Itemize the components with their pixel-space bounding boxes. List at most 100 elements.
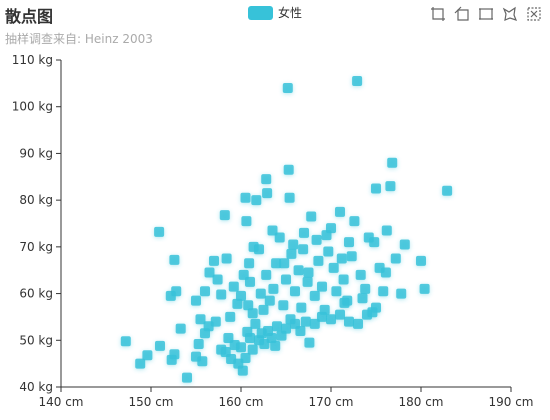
data-point[interactable] bbox=[261, 174, 272, 185]
data-point[interactable] bbox=[344, 237, 354, 248]
data-point[interactable] bbox=[250, 318, 261, 329]
data-point[interactable] bbox=[355, 269, 366, 280]
zoom-in-icon[interactable] bbox=[430, 6, 446, 22]
data-point[interactable] bbox=[323, 246, 334, 257]
data-point[interactable] bbox=[346, 251, 357, 262]
data-point[interactable] bbox=[171, 286, 182, 297]
data-point[interactable] bbox=[255, 288, 266, 299]
data-point[interactable] bbox=[169, 349, 180, 360]
data-point[interactable] bbox=[169, 254, 180, 265]
data-point[interactable] bbox=[419, 283, 430, 294]
data-point[interactable] bbox=[240, 353, 251, 364]
data-point[interactable] bbox=[237, 365, 248, 376]
data-point[interactable] bbox=[274, 232, 285, 243]
data-point[interactable] bbox=[353, 318, 363, 329]
data-point[interactable] bbox=[232, 298, 243, 309]
data-point[interactable] bbox=[416, 255, 426, 266]
data-point[interactable] bbox=[286, 248, 297, 259]
data-point[interactable] bbox=[380, 267, 391, 278]
data-point[interactable] bbox=[204, 267, 215, 278]
data-point[interactable] bbox=[267, 225, 278, 236]
data-point[interactable] bbox=[328, 262, 339, 273]
data-point[interactable] bbox=[245, 276, 255, 287]
data-point[interactable] bbox=[268, 283, 279, 294]
data-point[interactable] bbox=[399, 239, 410, 250]
data-point[interactable] bbox=[360, 283, 371, 294]
data-point[interactable] bbox=[182, 372, 192, 383]
data-point[interactable] bbox=[304, 337, 315, 348]
zoom-reset-icon[interactable] bbox=[454, 6, 470, 22]
data-point[interactable] bbox=[193, 339, 204, 350]
data-point[interactable] bbox=[371, 183, 381, 194]
data-point[interactable] bbox=[270, 340, 281, 351]
data-point[interactable] bbox=[243, 300, 254, 311]
data-point[interactable] bbox=[381, 225, 392, 236]
data-point[interactable] bbox=[321, 230, 332, 241]
data-point[interactable] bbox=[200, 286, 210, 297]
data-point[interactable] bbox=[248, 241, 259, 252]
data-point[interactable] bbox=[271, 258, 282, 269]
data-point[interactable] bbox=[281, 323, 291, 334]
data-point[interactable] bbox=[228, 281, 239, 292]
data-point[interactable] bbox=[244, 258, 255, 269]
data-point[interactable] bbox=[142, 350, 153, 361]
data-point[interactable] bbox=[396, 288, 407, 299]
data-point[interactable] bbox=[306, 211, 317, 222]
data-point[interactable] bbox=[155, 340, 165, 351]
data-point[interactable] bbox=[369, 237, 380, 248]
data-point[interactable] bbox=[288, 239, 299, 250]
data-point[interactable] bbox=[284, 192, 295, 203]
data-point[interactable] bbox=[295, 325, 306, 336]
data-point[interactable] bbox=[349, 216, 360, 227]
data-point[interactable] bbox=[262, 188, 273, 199]
data-point[interactable] bbox=[197, 356, 208, 367]
data-point[interactable] bbox=[302, 276, 313, 287]
data-point[interactable] bbox=[247, 308, 258, 319]
data-point[interactable] bbox=[293, 265, 304, 276]
data-point[interactable] bbox=[261, 269, 272, 280]
data-point[interactable] bbox=[338, 274, 349, 285]
data-point[interactable] bbox=[225, 311, 236, 322]
data-point[interactable] bbox=[342, 295, 353, 306]
data-point[interactable] bbox=[221, 253, 232, 264]
clear-select-icon[interactable] bbox=[526, 6, 542, 22]
data-point[interactable] bbox=[298, 244, 309, 255]
data-point[interactable] bbox=[290, 286, 300, 297]
data-point[interactable] bbox=[352, 76, 363, 87]
data-point[interactable] bbox=[317, 281, 327, 292]
data-point[interactable] bbox=[319, 304, 330, 315]
data-point[interactable] bbox=[209, 255, 219, 266]
data-point[interactable] bbox=[387, 157, 398, 168]
data-point[interactable] bbox=[299, 227, 309, 238]
data-point[interactable] bbox=[195, 314, 206, 325]
data-point[interactable] bbox=[279, 258, 290, 269]
data-point[interactable] bbox=[247, 344, 258, 355]
data-point[interactable] bbox=[212, 274, 223, 285]
data-point[interactable] bbox=[335, 206, 345, 217]
data-point[interactable] bbox=[135, 358, 146, 369]
data-point[interactable] bbox=[241, 216, 252, 227]
data-point[interactable] bbox=[326, 314, 336, 325]
data-point[interactable] bbox=[303, 267, 314, 278]
data-point[interactable] bbox=[266, 332, 277, 343]
data-point[interactable] bbox=[300, 316, 311, 327]
data-point[interactable] bbox=[281, 274, 291, 285]
data-point[interactable] bbox=[216, 289, 227, 300]
data-point[interactable] bbox=[335, 309, 345, 320]
data-point[interactable] bbox=[390, 253, 401, 264]
data-point[interactable] bbox=[309, 290, 320, 301]
data-point[interactable] bbox=[219, 210, 230, 221]
data-point[interactable] bbox=[378, 286, 389, 297]
data-point[interactable] bbox=[258, 304, 269, 315]
data-point[interactable] bbox=[154, 226, 165, 237]
data-point[interactable] bbox=[282, 83, 293, 94]
data-point[interactable] bbox=[442, 185, 453, 196]
data-point[interactable] bbox=[120, 336, 131, 347]
data-point[interactable] bbox=[240, 192, 251, 203]
data-point[interactable] bbox=[264, 295, 275, 306]
data-point[interactable] bbox=[175, 323, 186, 334]
legend[interactable]: 女性 bbox=[248, 4, 302, 21]
data-point[interactable] bbox=[336, 253, 347, 264]
data-point[interactable] bbox=[385, 181, 396, 192]
data-point[interactable] bbox=[309, 318, 320, 329]
